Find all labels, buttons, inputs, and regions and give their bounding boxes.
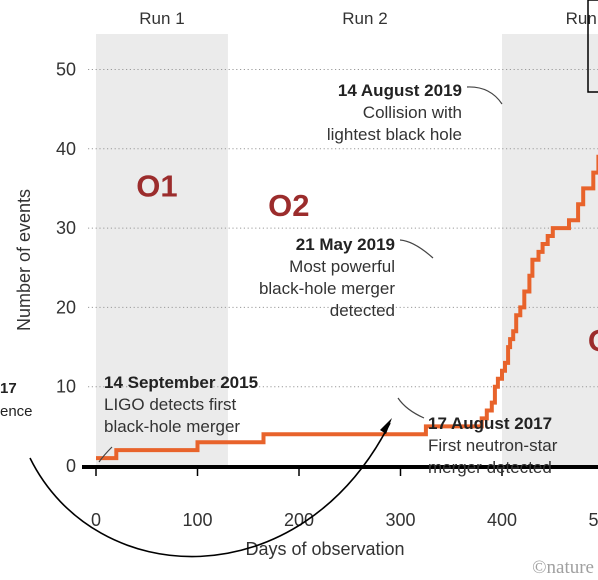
annotation-text-2-1: First neutron-star bbox=[428, 436, 558, 455]
run-label-3: Run 3 bbox=[566, 9, 598, 28]
run-bands bbox=[96, 34, 598, 466]
annotation-leader-3 bbox=[399, 239, 434, 259]
corner-box bbox=[587, 0, 598, 93]
run-band-1 bbox=[96, 34, 228, 466]
annotation-text-4-2: lightest black hole bbox=[327, 125, 462, 144]
external-arrow-head bbox=[380, 418, 392, 434]
external-curved-arrow bbox=[29, 422, 391, 558]
annotation-leader-2 bbox=[397, 397, 425, 419]
y-tick-label-20: 20 bbox=[56, 297, 76, 317]
observing-run-o3: O3 bbox=[588, 323, 598, 358]
annotation-date-4: 14 August 2019 bbox=[338, 81, 462, 100]
run-id-labels: O1 O2 O3 bbox=[136, 168, 598, 358]
overlay-extras: ©nature bbox=[29, 0, 598, 578]
annotation-text-3-2: black-hole merger bbox=[259, 279, 395, 298]
x-tick-label-400: 400 bbox=[487, 510, 517, 530]
x-tick-label-200: 200 bbox=[284, 510, 314, 530]
annotation-text-3-3: detected bbox=[330, 301, 395, 320]
annotation-text-3-1: Most powerful bbox=[289, 257, 395, 276]
annotation-text-1-1: LIGO detects first bbox=[104, 395, 237, 414]
run-band-3 bbox=[502, 34, 598, 466]
y-tick-label-10: 10 bbox=[56, 377, 76, 397]
x-axis-title: Days of observation bbox=[245, 539, 404, 559]
run-label-2: Run 2 bbox=[342, 9, 387, 28]
annotation-leader-1 bbox=[98, 446, 113, 463]
x-tick-label-0: 0 bbox=[91, 510, 101, 530]
events-step-line bbox=[96, 154, 598, 461]
annotations: 14 September 2015 LIGO detects first black… bbox=[98, 81, 558, 477]
annotation-text-2-2: merger detected bbox=[428, 458, 552, 477]
run-labels: Run 1 Run 2 Run 3 bbox=[139, 9, 598, 28]
y-tick-label-40: 40 bbox=[56, 139, 76, 159]
y-tick-label-30: 30 bbox=[56, 218, 76, 238]
y-tick-label-0: 0 bbox=[66, 456, 76, 476]
annotation-text-1-2: black-hole merger bbox=[104, 417, 240, 436]
nature-credit: ©nature bbox=[532, 557, 594, 578]
y-axis-title: Number of events bbox=[14, 189, 34, 331]
y-tick-label-50: 50 bbox=[56, 60, 76, 80]
axes: 010020030040050060001020304050Days of ob… bbox=[14, 60, 598, 559]
annotation-date-3: 21 May 2019 bbox=[296, 235, 395, 254]
gridlines bbox=[88, 69, 598, 388]
annotation-text-4-1: Collision with bbox=[363, 103, 462, 122]
annotation-date-1: 14 September 2015 bbox=[104, 373, 258, 392]
annotation-date-2: 17 August 2017 bbox=[428, 414, 552, 433]
cropped-fragment-1: 17 bbox=[0, 380, 17, 397]
x-tick-label-100: 100 bbox=[182, 510, 212, 530]
observing-run-o1: O1 bbox=[136, 168, 177, 203]
x-tick-label-500: 500 bbox=[588, 510, 598, 530]
observing-run-o2: O2 bbox=[268, 188, 309, 223]
data-series bbox=[96, 154, 598, 461]
run-label-1: Run 1 bbox=[139, 9, 184, 28]
cropped-fragment-2: ence bbox=[0, 403, 33, 420]
annotation-leader-4 bbox=[466, 86, 503, 105]
x-tick-label-300: 300 bbox=[385, 510, 415, 530]
